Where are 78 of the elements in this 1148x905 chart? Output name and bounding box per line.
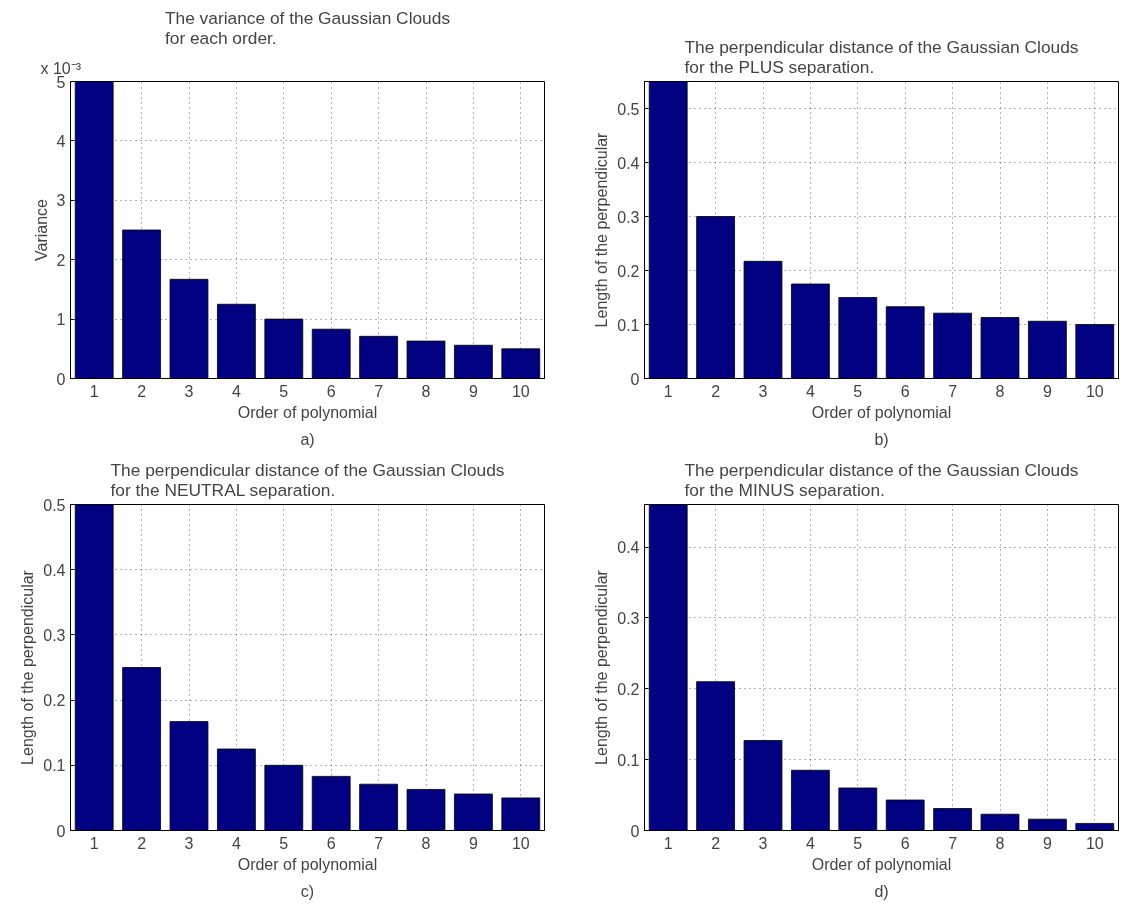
- y-tick-label: 3: [56, 192, 66, 210]
- x-tick-label: 9: [468, 834, 478, 852]
- text: a): [300, 430, 315, 448]
- y-tick-label: 0.2: [617, 680, 640, 698]
- chart-title: The variance of the Gaussian Clouds for each order.: [164, 7, 451, 48]
- y-tick-label: 0.1: [43, 757, 66, 775]
- text: c): [300, 882, 315, 900]
- x-tick-label: 10: [511, 382, 530, 400]
- y-tick-label: 0.2: [43, 692, 66, 710]
- y-tick-label: 0.4: [617, 154, 640, 172]
- x-tick-label: 5: [853, 834, 863, 852]
- x-tick-label: 8: [421, 834, 431, 852]
- x-tick-label: 7: [374, 834, 384, 852]
- x-tick-label: 8: [995, 834, 1005, 852]
- y-tick-label: 0: [56, 822, 66, 840]
- x-tick-label: 6: [326, 834, 336, 852]
- x-tick-label: 2: [137, 382, 147, 400]
- x-tick-label: 8: [421, 382, 431, 400]
- y-tick-label: 1: [56, 311, 66, 329]
- x-tick-label: 4: [231, 382, 241, 400]
- x-tick-label: 4: [805, 382, 815, 400]
- y-axis-title: Length of the perpendicular: [19, 569, 37, 765]
- x-tick-label: 9: [1042, 382, 1052, 400]
- y-tick-label: 0.3: [617, 609, 640, 627]
- y-tick-label: 0: [630, 822, 640, 840]
- y-tick-label: 0.2: [617, 262, 640, 280]
- x-tick-label: 3: [758, 382, 768, 400]
- x-tick-label: 10: [1085, 382, 1104, 400]
- x-tick-label: 1: [89, 382, 99, 400]
- y-axis-title: Length of the perpendicular: [593, 569, 611, 765]
- x-tick-label: 3: [184, 382, 194, 400]
- chart-title: The perpendicular distance of the Gaussian Clouds for the NEUTRAL separation.: [110, 459, 505, 500]
- x-tick-label: 10: [511, 834, 530, 852]
- y-tick-label: 0: [630, 370, 640, 388]
- y-axis-title: Length of the perpendicular: [593, 131, 611, 328]
- y-tick-label: 0.4: [617, 539, 640, 557]
- x-tick-label: 6: [900, 834, 910, 852]
- x-tick-label: 2: [711, 834, 721, 852]
- x-tick-label: 9: [468, 382, 478, 400]
- x-tick-label: 3: [758, 834, 768, 852]
- y-axis-title: Variance: [32, 198, 50, 261]
- x-tick-label: 2: [137, 834, 147, 852]
- chart-title: The perpendicular distance of the Gaussian Clouds for the MINUS separation.: [684, 459, 1079, 500]
- chart-title: The perpendicular distance of the Gaussian Clouds for the PLUS separation.: [684, 36, 1079, 77]
- text: b): [874, 430, 889, 448]
- x-tick-label: 7: [374, 382, 384, 400]
- x-tick-label: 5: [853, 382, 863, 400]
- x-tick-label: 2: [711, 382, 721, 400]
- x-tick-label: 1: [89, 834, 99, 852]
- x-tick-label: 10: [1085, 834, 1104, 852]
- x-tick-label: 3: [184, 834, 194, 852]
- x-tick-label: 6: [326, 382, 336, 400]
- text: d): [874, 882, 889, 900]
- y-tick-label: 4: [56, 132, 66, 150]
- x-tick-label: 1: [663, 834, 673, 852]
- x-tick-label: 6: [900, 382, 910, 400]
- y-tick-label: 0: [56, 370, 66, 388]
- x-tick-label: 5: [279, 382, 289, 400]
- y-tick-label: 0.1: [617, 316, 640, 334]
- y-tick-label: 0.3: [43, 626, 66, 644]
- y-tick-label: 0.5: [43, 496, 66, 514]
- x-tick-label: 4: [805, 834, 815, 852]
- x-tick-label: 1: [663, 382, 673, 400]
- y-tick-label: 0.5: [617, 100, 640, 118]
- y-tick-label: 0.1: [617, 751, 640, 769]
- x-axis-title: Order of polynomial: [237, 855, 378, 873]
- x-tick-label: 4: [231, 834, 241, 852]
- y-tick-label: 2: [56, 251, 66, 269]
- x-axis-title: Order of polynomial: [237, 403, 378, 421]
- x-tick-label: 7: [948, 382, 958, 400]
- x-axis-title: Order of polynomial: [811, 855, 952, 873]
- y-tick-label: 0.3: [617, 208, 640, 226]
- x-tick-label: 5: [279, 834, 289, 852]
- y-tick-label: 0.4: [43, 561, 66, 579]
- x-tick-label: 7: [948, 834, 958, 852]
- x-tick-label: 9: [1042, 834, 1052, 852]
- x-axis-title: Order of polynomial: [811, 403, 952, 421]
- x-tick-label: 8: [995, 382, 1005, 400]
